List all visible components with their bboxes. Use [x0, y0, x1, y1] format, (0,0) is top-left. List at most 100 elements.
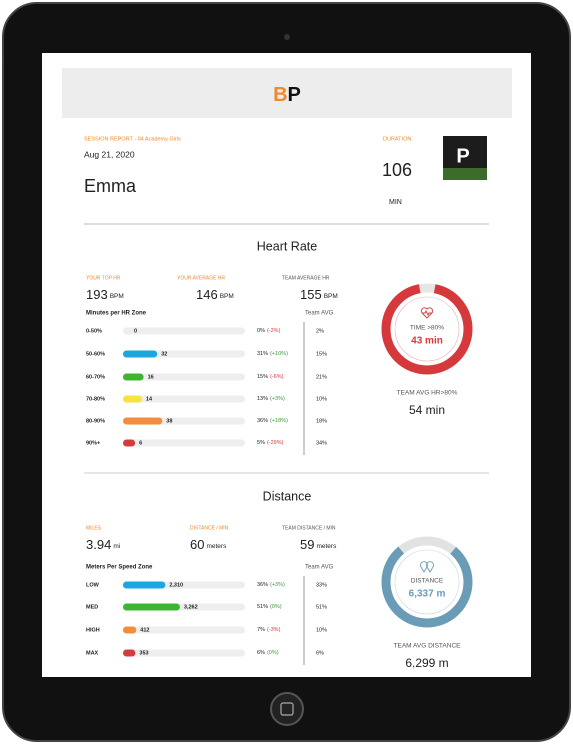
bar: [123, 373, 144, 381]
stat-unit: BPM: [110, 293, 124, 300]
section-title: Distance: [263, 489, 312, 503]
change: (0%): [270, 604, 282, 610]
bar-track: [123, 439, 245, 447]
stat-value: 193 BPM: [86, 287, 124, 302]
logo: BP: [273, 84, 301, 106]
bar: [123, 350, 158, 358]
team-percent: 10%: [316, 396, 327, 402]
player-name: Emma: [84, 176, 137, 196]
player-photo-field: [443, 168, 487, 180]
ring: [381, 283, 473, 375]
change: (+3%): [270, 582, 285, 588]
duration-value: 106: [382, 160, 412, 180]
zone-percent: 51% (0%): [257, 604, 282, 610]
bar-value: 6: [139, 440, 142, 446]
stat-number: 59: [300, 537, 314, 552]
change: (-3%): [267, 627, 281, 633]
zone-percent: 15% (-6%): [257, 374, 284, 380]
stat-value: 155 BPM: [300, 287, 338, 302]
bar-value: 3,262: [184, 604, 198, 610]
bar-value: 0: [134, 328, 137, 334]
team-percent: 2%: [316, 328, 324, 334]
zone-percent: 0% (-2%): [257, 328, 281, 334]
percent: 6%: [257, 650, 265, 656]
zone-label: LOW: [86, 582, 100, 588]
stat-number: 193: [86, 287, 108, 302]
ring-label: TIME >80%: [410, 325, 444, 332]
stat-value: 60 meters: [190, 537, 227, 552]
change: (-6%): [270, 374, 284, 380]
duration-unit: MIN: [389, 199, 402, 206]
stat-label: TEAM DISTANCE / MIN: [282, 525, 336, 531]
bar: [123, 626, 137, 634]
bar-track: [123, 327, 245, 335]
stat-label: YOUR TOP HR: [86, 275, 121, 281]
bar-track: [123, 626, 245, 634]
team-percent: 51%: [316, 604, 327, 610]
change: (-2%): [267, 328, 281, 334]
change: (+18%): [270, 418, 288, 424]
ring-team-label: TEAM AVG DISTANCE: [394, 643, 462, 650]
bar-value: 412: [140, 627, 149, 633]
stat-unit: meters: [206, 543, 227, 550]
stat-unit: mi: [113, 543, 120, 550]
duration-label: DURATION: [383, 136, 411, 142]
zone-label: 0-50%: [86, 328, 102, 334]
team-header: Team AVG: [305, 565, 334, 571]
session-label: SESSION REPORT - 04 Academy Girls: [84, 136, 181, 142]
ring-value: 6,337 m: [409, 589, 446, 600]
section-title: Heart Rate: [257, 239, 317, 253]
bar-track: [123, 395, 245, 403]
team-percent: 15%: [316, 351, 327, 357]
heart-icon: [420, 307, 434, 319]
team-percent: 33%: [316, 582, 327, 588]
stat-label: YOUR AVERAGE HR: [177, 275, 225, 281]
ring-inner: [394, 296, 460, 362]
home-button[interactable]: [270, 692, 304, 726]
percent: 15%: [257, 374, 268, 380]
percent: 13%: [257, 396, 268, 402]
percent: 36%: [257, 582, 268, 588]
change: (+3%): [270, 396, 285, 402]
stat-label: TEAM AVERAGE HR: [282, 275, 330, 281]
stat-value: 146 BPM: [196, 287, 234, 302]
zone-header: Minutes per HR Zone: [86, 311, 147, 317]
zone-percent: 5% (-29%): [257, 440, 284, 446]
bar-value: 32: [161, 351, 167, 357]
ring: [381, 536, 473, 628]
bar-value: 353: [139, 650, 148, 656]
zone-label: 60-70%: [86, 374, 105, 380]
bar-value: 14: [146, 396, 153, 402]
stat-unit: BPM: [324, 293, 338, 300]
bar-value: 38: [166, 418, 172, 424]
home-icon: [280, 702, 294, 716]
team-header: Team AVG: [305, 311, 334, 317]
percent: 5%: [257, 440, 265, 446]
stat-label: MILES: [86, 525, 102, 531]
zone-percent: 31% (+10%): [257, 351, 288, 357]
zone-label: 50-60%: [86, 351, 105, 357]
stat-label: DISTANCE / MIN: [190, 525, 229, 531]
percent: 51%: [257, 604, 268, 610]
team-percent: 21%: [316, 374, 327, 380]
percent: 0%: [257, 328, 265, 334]
header-bar: [62, 68, 512, 118]
bar-track: [123, 649, 245, 657]
stat-number: 155: [300, 287, 322, 302]
bar: [123, 327, 130, 335]
zone-percent: 13% (+3%): [257, 396, 285, 402]
percent: 7%: [257, 627, 265, 633]
ring-label: DISTANCE: [411, 578, 444, 585]
bar: [123, 603, 180, 611]
bar: [123, 649, 136, 657]
percent: 36%: [257, 418, 268, 424]
zone-label: 80-90%: [86, 418, 105, 424]
screen-fade: [42, 667, 531, 677]
zone-percent: 7% (-3%): [257, 627, 281, 633]
player-photo-mark: P: [456, 145, 469, 167]
team-percent: 18%: [316, 418, 327, 424]
change: (-29%): [267, 440, 284, 446]
